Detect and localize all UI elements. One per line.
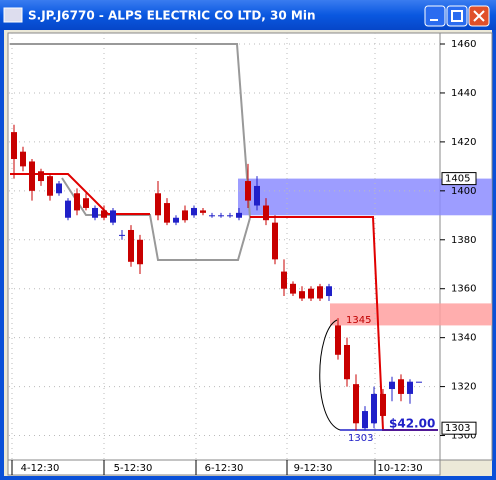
candle-body xyxy=(155,193,161,216)
low-label: 1303 xyxy=(348,433,373,444)
plot-area xyxy=(7,32,441,461)
candle-body xyxy=(371,393,377,424)
minimize-button[interactable] xyxy=(424,5,446,27)
candle-body xyxy=(344,344,350,380)
price-axis xyxy=(439,32,493,461)
y-tick-label: 1400 xyxy=(451,186,476,197)
candle-body xyxy=(380,393,386,416)
candle-body xyxy=(317,286,323,299)
y-tick-label: 1460 xyxy=(451,39,476,50)
candle-body xyxy=(218,215,224,217)
y-tick-label: 1300 xyxy=(451,431,476,442)
indicator-line xyxy=(61,177,251,261)
candle-body xyxy=(20,151,26,167)
candle-body xyxy=(272,222,278,260)
candle-body xyxy=(47,176,53,196)
drawn-arc xyxy=(319,319,341,431)
price-tag-label: 1303 xyxy=(445,423,470,434)
x-tick-label: 5-12:30 xyxy=(114,463,153,474)
app-icon xyxy=(3,7,23,23)
candle-body xyxy=(353,384,359,424)
candle-body xyxy=(299,291,305,299)
target-label: $42.00 xyxy=(389,417,435,431)
candle-body xyxy=(200,210,206,213)
zone-label: 1345 xyxy=(346,315,371,326)
candle-body xyxy=(263,205,269,221)
y-tick-label: 1380 xyxy=(451,235,476,246)
y-tick-label: 1340 xyxy=(451,333,476,344)
candle-body xyxy=(416,381,422,383)
candle-body xyxy=(110,210,116,223)
candle-body xyxy=(56,183,62,194)
candle-body xyxy=(209,215,215,217)
candle-body xyxy=(236,212,242,218)
x-tick-label: 9-12:30 xyxy=(294,463,333,474)
candle-body xyxy=(182,210,188,221)
candle-body xyxy=(74,193,80,211)
candle-body xyxy=(128,229,134,262)
y-tick-label: 1320 xyxy=(451,382,476,393)
candle-body xyxy=(389,381,395,390)
candle-body xyxy=(119,234,125,236)
time-axis xyxy=(7,459,441,476)
candle-body xyxy=(65,200,71,218)
candle-body xyxy=(38,171,44,182)
candle-body xyxy=(326,286,332,297)
candle-body xyxy=(92,207,98,218)
y-tick-label: 1360 xyxy=(451,284,476,295)
window-title: S.JP.J6770 - ALPS ELECTRIC CO LTD, 30 Mi… xyxy=(28,9,316,23)
candle-body xyxy=(173,217,179,223)
x-tick-label: 4-12:30 xyxy=(21,463,60,474)
candle-body xyxy=(290,283,296,294)
maximize-icon xyxy=(451,10,463,22)
price-tag xyxy=(441,421,477,435)
candle-body xyxy=(101,210,107,218)
y-tick-label: 1420 xyxy=(451,137,476,148)
candle-body xyxy=(245,181,251,201)
y-tick-label: 1440 xyxy=(451,88,476,99)
window-buttons xyxy=(424,5,490,27)
x-tick-label: 10-12:30 xyxy=(377,463,422,474)
candle-body xyxy=(11,132,17,160)
candle-body xyxy=(227,215,233,217)
x-tick-label: 6-12:30 xyxy=(205,463,244,474)
indicator-line xyxy=(10,43,251,219)
candle-body xyxy=(29,161,35,191)
candle-body xyxy=(164,203,170,223)
price-tag-label: 1405 xyxy=(445,174,470,185)
candle-body xyxy=(191,207,197,216)
candle-body xyxy=(83,198,89,208)
candle-body xyxy=(137,239,143,265)
candle-body xyxy=(254,185,260,206)
maximize-button[interactable] xyxy=(446,5,468,27)
candle-body xyxy=(335,325,341,355)
candle-body xyxy=(281,271,287,289)
candle-body xyxy=(407,381,413,394)
candle-body xyxy=(362,411,368,429)
title-bar xyxy=(0,0,496,30)
close-icon xyxy=(473,10,485,22)
zone xyxy=(330,303,492,326)
candle-body xyxy=(308,288,314,299)
candle-body xyxy=(398,379,404,394)
price-tag xyxy=(441,172,477,186)
